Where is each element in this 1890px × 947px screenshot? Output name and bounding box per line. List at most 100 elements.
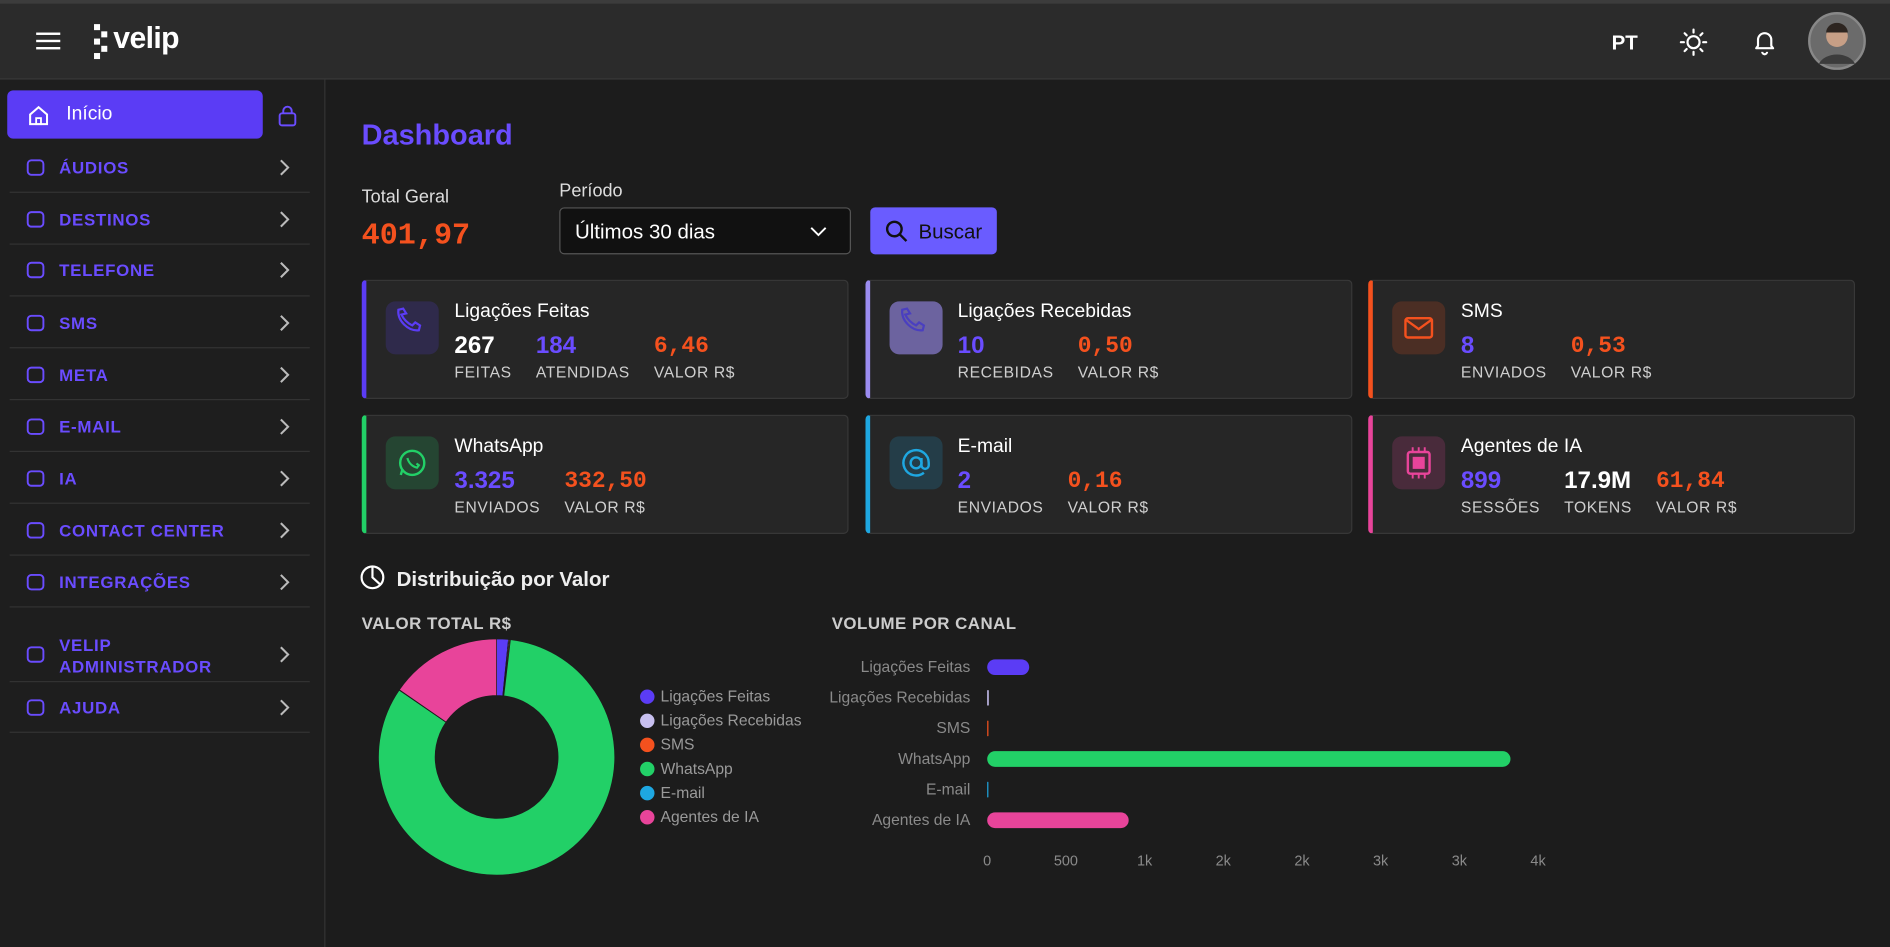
nav-icon xyxy=(26,418,45,435)
search-icon xyxy=(885,220,908,242)
legend-swatch xyxy=(640,737,655,753)
y-tick-label: Agentes de IA xyxy=(872,812,971,829)
stat-value: 332,50 xyxy=(564,467,647,495)
stat-label: FEITAS xyxy=(454,362,512,381)
chevron xyxy=(280,470,290,487)
x-tick-label: 500 xyxy=(1054,853,1078,869)
language-button[interactable]: PT xyxy=(1611,31,1638,55)
nav-icon xyxy=(26,646,45,663)
legend-swatch xyxy=(640,761,655,777)
nav-icon xyxy=(26,522,45,539)
x-tick-label: 3k xyxy=(1373,853,1389,869)
logo[interactable]: velip xyxy=(113,21,179,56)
x-tick-label: 2k xyxy=(1294,853,1310,869)
stat-card: WhatsApp 3.325 ENVIADOS 332,50 VALOR R$ xyxy=(361,414,849,534)
separator xyxy=(9,606,310,608)
nav-icon xyxy=(26,211,45,228)
icon-glyph xyxy=(901,448,930,477)
nav-item[interactable]: DESTINOS xyxy=(10,201,310,237)
nav-label: INTEGRAÇÕES xyxy=(59,572,191,592)
nav-item[interactable]: CONTACT CENTER xyxy=(10,512,310,548)
nav-item[interactable]: INTEGRAÇÕES xyxy=(10,564,310,600)
separator xyxy=(9,502,310,504)
stat-value: 8 xyxy=(1460,332,1475,360)
nav-icon xyxy=(26,699,45,716)
nav-item[interactable]: SMS xyxy=(10,305,310,341)
separator xyxy=(9,731,310,733)
avatar[interactable] xyxy=(1807,11,1867,71)
nav-label: AJUDA xyxy=(59,697,121,718)
menu-button[interactable] xyxy=(34,28,65,55)
stat-value: 0,53 xyxy=(1570,332,1626,360)
stat-card: Agentes de IA 899 SESSÕES 17.9M TOKENS 61,84 V… xyxy=(1368,414,1856,534)
x-tick-label: 1k xyxy=(1137,853,1153,869)
stat: 2 ENVIADOS xyxy=(958,466,1044,516)
top-bar: velip PT xyxy=(0,0,1890,80)
chevron xyxy=(280,315,290,331)
stat: 267 FEITAS xyxy=(454,331,512,381)
separator xyxy=(9,347,310,349)
card-title: WhatsApp xyxy=(454,436,544,457)
bar xyxy=(987,720,989,737)
stat-label: ENVIADOS xyxy=(1460,362,1547,381)
stat-value: 184 xyxy=(535,332,577,360)
stat: 17.9M TOKENS xyxy=(1564,466,1632,516)
nav-label: DESTINOS xyxy=(59,209,152,230)
nav-icon xyxy=(26,314,45,332)
card-stats: 10 RECEBIDAS 0,50 VALOR R$ xyxy=(958,331,1159,381)
nav-item[interactable]: TELEFONE xyxy=(10,252,310,288)
legend-label: SMS xyxy=(661,737,695,754)
separator xyxy=(9,450,310,453)
card-title: Ligações Recebidas xyxy=(957,301,1132,322)
card-icon xyxy=(888,436,942,490)
chevron xyxy=(280,366,290,383)
icon-glyph xyxy=(900,307,925,332)
nav-item[interactable]: E-MAIL xyxy=(10,409,310,445)
card-stats: 2 ENVIADOS 0,16 VALOR R$ xyxy=(958,466,1149,516)
nav-item-active[interactable]: Início xyxy=(7,90,263,139)
stat-label: TOKENS xyxy=(1564,497,1632,516)
nav-item[interactable]: VELIP ADMINISTRADOR xyxy=(10,627,310,682)
nav-item[interactable]: AJUDA xyxy=(10,689,310,725)
search-button[interactable]: Buscar xyxy=(870,207,997,255)
period-select[interactable]: Últimos 30 dias xyxy=(559,207,851,255)
stat-value: 3.325 xyxy=(454,467,515,495)
nav-label: CONTACT CENTER xyxy=(59,520,225,541)
theme-button[interactable] xyxy=(1679,28,1708,57)
y-tick-label: WhatsApp xyxy=(898,751,971,768)
stat-value: 17.9M xyxy=(1564,467,1632,495)
home-icon xyxy=(29,105,49,126)
separator xyxy=(9,243,310,245)
chevron xyxy=(280,211,290,228)
legend-swatch xyxy=(640,713,655,729)
nav-item[interactable]: META xyxy=(10,357,310,393)
notifications-button[interactable] xyxy=(1750,28,1779,57)
nav-label: TELEFONE xyxy=(59,260,155,280)
pie-slice xyxy=(502,639,511,697)
card-stats: 3.325 ENVIADOS 332,50 VALOR R$ xyxy=(454,466,647,516)
bar-title: VOLUME POR CANAL xyxy=(831,613,1017,633)
stat: 61,84 VALOR R$ xyxy=(1656,466,1737,516)
bar xyxy=(987,812,1129,829)
logo-mark xyxy=(94,24,108,60)
period-value: Últimos 30 dias xyxy=(574,220,716,244)
y-tick-label: E-mail xyxy=(926,781,970,798)
nav-label: VELIP ADMINISTRADOR xyxy=(59,635,212,677)
pie-slice xyxy=(398,638,497,723)
nav-item[interactable]: ÁUDIOS xyxy=(10,149,310,185)
card-title: Agentes de IA xyxy=(1460,436,1583,457)
pie-slice xyxy=(502,639,510,697)
lock-button[interactable] xyxy=(276,104,300,128)
stat-label: VALOR R$ xyxy=(653,362,736,381)
chevron xyxy=(280,262,290,278)
total-label: Total Geral xyxy=(361,186,450,208)
pie-slice xyxy=(398,689,447,723)
nav-item[interactable]: IA xyxy=(10,460,310,496)
stat-card: Ligações Recebidas 10 RECEBIDAS 0,50 VALOR R… xyxy=(864,279,1352,399)
chevron xyxy=(280,574,290,591)
stat-value: 267 xyxy=(454,332,495,360)
search-label: Buscar xyxy=(918,220,983,244)
card-icon xyxy=(385,301,439,355)
nav-label: ÁUDIOS xyxy=(59,157,130,178)
